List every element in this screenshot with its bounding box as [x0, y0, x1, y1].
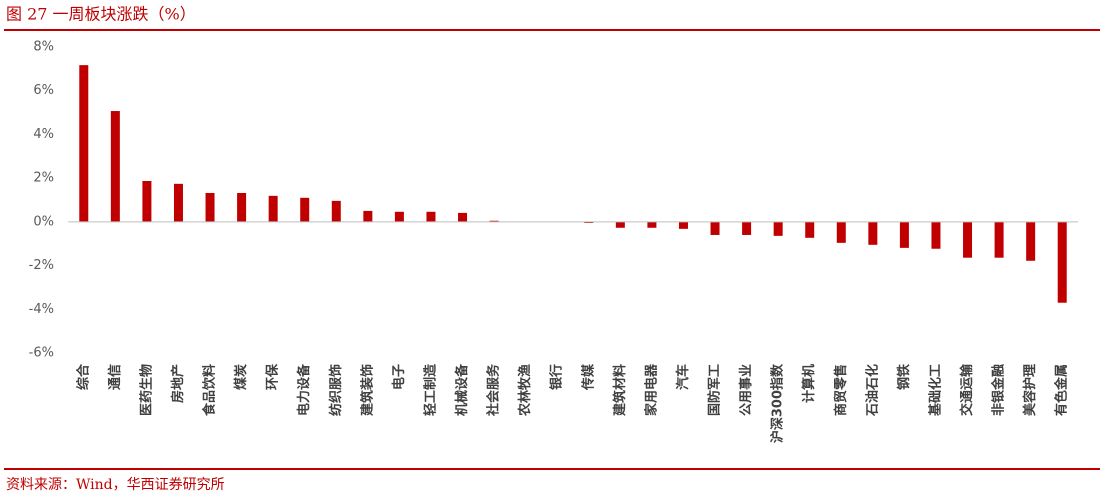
x-tick-label: 有色金属 — [1054, 364, 1070, 416]
x-tick-label: 轻工制造 — [422, 363, 438, 416]
x-tick-label: 公用事业 — [738, 364, 754, 416]
y-tick-label: -6% — [29, 346, 54, 361]
y-tick-label: 4% — [33, 127, 54, 142]
bar — [773, 221, 783, 236]
x-tick-label: 机械设备 — [454, 363, 470, 416]
x-tick-label: 电力设备 — [296, 363, 312, 416]
x-tick-label: 美容护理 — [1022, 364, 1038, 416]
y-tick-label: 2% — [33, 171, 54, 186]
bar — [1057, 221, 1067, 303]
x-tick-label: 医药生物 — [138, 364, 154, 416]
x-tick-label: 农林牧渔 — [517, 364, 533, 417]
x-tick-label: 通信 — [107, 364, 123, 390]
bar — [458, 212, 468, 222]
bar — [173, 183, 183, 222]
x-tick-label: 家用电器 — [643, 363, 659, 416]
x-tick-label: 综合 — [75, 363, 91, 390]
x-tick-label: 社会服务 — [486, 363, 502, 417]
y-tick-label: 0% — [33, 214, 54, 229]
x-tick-label: 电子 — [391, 364, 407, 390]
bar — [899, 221, 909, 248]
bar — [647, 221, 657, 228]
bar — [300, 197, 310, 222]
y-tick-label: -2% — [29, 258, 54, 273]
bar — [615, 221, 625, 228]
x-tick-label: 煤炭 — [233, 364, 249, 390]
x-tick-label: 基础化工 — [927, 364, 943, 417]
x-tick-label: 房地产 — [170, 364, 186, 403]
source-note: 资料来源：Wind，华西证券研究所 — [6, 477, 225, 493]
bar — [994, 221, 1004, 258]
x-tick-label: 商贸零售 — [833, 364, 849, 416]
x-tick-label: 国防军工 — [707, 364, 723, 416]
bar — [268, 195, 278, 222]
bar — [710, 221, 720, 235]
bar — [868, 221, 878, 245]
bar — [237, 193, 247, 222]
x-tick-label: 建筑装饰 — [359, 364, 375, 416]
bar — [363, 210, 373, 222]
x-tick-label: 建筑材料 — [612, 364, 628, 416]
x-tick-label: 沪深300指数 — [770, 363, 786, 443]
bar — [805, 221, 815, 238]
bar — [205, 193, 215, 222]
y-tick-label: 8% — [33, 40, 54, 55]
y-tick-label: -4% — [29, 302, 54, 317]
x-tick-label: 交通运输 — [959, 363, 975, 416]
x-tick-label: 计算机 — [801, 364, 817, 403]
x-tick-label: 环保 — [265, 363, 281, 390]
y-tick-label: 6% — [33, 83, 54, 98]
bar — [426, 211, 436, 222]
bar — [1026, 221, 1036, 261]
x-tick-label: 非银金融 — [991, 364, 1007, 416]
x-tick-label: 汽车 — [675, 364, 691, 390]
bar — [489, 220, 499, 222]
bar — [142, 180, 152, 222]
bar — [678, 221, 688, 229]
bar — [110, 111, 120, 222]
x-tick-label: 食品饮料 — [202, 364, 218, 416]
bar — [963, 221, 973, 258]
bar — [584, 221, 594, 223]
x-tick-label: 银行 — [549, 364, 565, 390]
x-tick-label: 钢铁 — [896, 364, 912, 390]
bar — [742, 221, 752, 235]
x-tick-label: 传媒 — [580, 363, 596, 391]
bar — [394, 211, 404, 222]
bar — [836, 221, 846, 243]
bar — [331, 200, 341, 222]
bar — [79, 65, 89, 222]
x-tick-label: 石油石化 — [864, 364, 880, 417]
bar — [931, 221, 941, 249]
chart-title: 图 27 一周板块涨跌（%） — [6, 5, 196, 24]
x-tick-label: 纺织服饰 — [328, 364, 344, 416]
